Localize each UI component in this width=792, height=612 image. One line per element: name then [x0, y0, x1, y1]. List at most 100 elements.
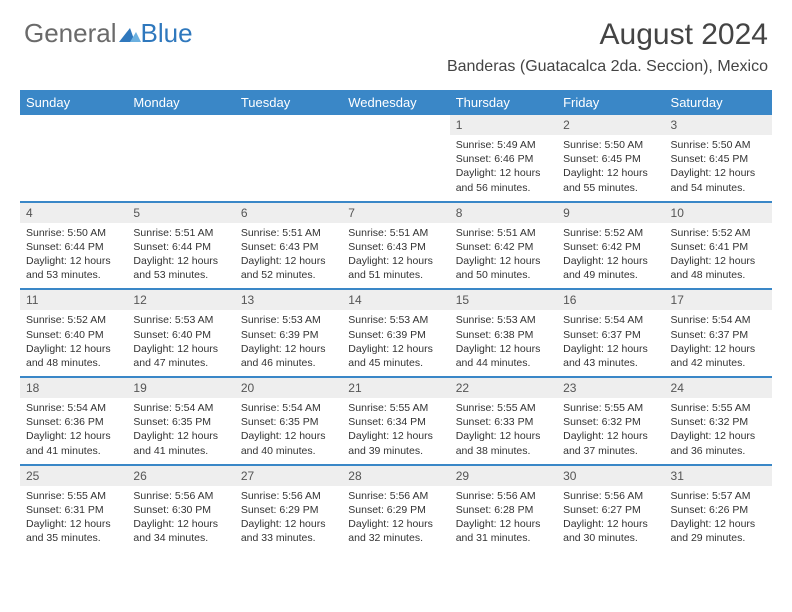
day-detail-cell [235, 135, 342, 202]
weekday-header: Tuesday [235, 90, 342, 115]
day-number-cell: 25 [20, 465, 127, 486]
daylight2-text: and 29 minutes. [671, 531, 766, 545]
daylight1-text: Daylight: 12 hours [563, 166, 658, 180]
sunset-text: Sunset: 6:33 PM [456, 415, 551, 429]
day-number-cell: 22 [450, 377, 557, 398]
day-number-cell: 14 [342, 289, 449, 310]
day-number-cell: 11 [20, 289, 127, 310]
daylight2-text: and 48 minutes. [671, 268, 766, 282]
daylight2-text: and 35 minutes. [26, 531, 121, 545]
weekday-header: Saturday [665, 90, 772, 115]
daylight2-text: and 49 minutes. [563, 268, 658, 282]
daylight1-text: Daylight: 12 hours [348, 429, 443, 443]
day-detail-cell: Sunrise: 5:52 AMSunset: 6:41 PMDaylight:… [665, 223, 772, 290]
sunrise-text: Sunrise: 5:55 AM [671, 401, 766, 415]
day-number-cell: 2 [557, 115, 664, 135]
logo-text-general: General [24, 18, 117, 49]
day-detail-cell: Sunrise: 5:55 AMSunset: 6:31 PMDaylight:… [20, 486, 127, 552]
day-number-row: 11121314151617 [20, 289, 772, 310]
daylight1-text: Daylight: 12 hours [563, 342, 658, 356]
daylight2-text: and 38 minutes. [456, 444, 551, 458]
daylight1-text: Daylight: 12 hours [456, 342, 551, 356]
sunrise-text: Sunrise: 5:51 AM [456, 226, 551, 240]
sunset-text: Sunset: 6:44 PM [26, 240, 121, 254]
daylight2-text: and 52 minutes. [241, 268, 336, 282]
sunset-text: Sunset: 6:30 PM [133, 503, 228, 517]
sunset-text: Sunset: 6:29 PM [241, 503, 336, 517]
daylight2-text: and 41 minutes. [26, 444, 121, 458]
sunset-text: Sunset: 6:44 PM [133, 240, 228, 254]
day-number-row: 18192021222324 [20, 377, 772, 398]
sunset-text: Sunset: 6:45 PM [563, 152, 658, 166]
daylight2-text: and 47 minutes. [133, 356, 228, 370]
daylight2-text: and 42 minutes. [671, 356, 766, 370]
daylight1-text: Daylight: 12 hours [348, 342, 443, 356]
day-number-cell [235, 115, 342, 135]
day-detail-cell: Sunrise: 5:52 AMSunset: 6:40 PMDaylight:… [20, 310, 127, 377]
day-detail-cell: Sunrise: 5:50 AMSunset: 6:45 PMDaylight:… [557, 135, 664, 202]
daylight1-text: Daylight: 12 hours [456, 429, 551, 443]
daylight2-text: and 36 minutes. [671, 444, 766, 458]
daylight1-text: Daylight: 12 hours [456, 254, 551, 268]
sunrise-text: Sunrise: 5:57 AM [671, 489, 766, 503]
daylight1-text: Daylight: 12 hours [456, 166, 551, 180]
sunrise-text: Sunrise: 5:50 AM [671, 138, 766, 152]
day-detail-cell [20, 135, 127, 202]
day-detail-cell: Sunrise: 5:56 AMSunset: 6:28 PMDaylight:… [450, 486, 557, 552]
daylight1-text: Daylight: 12 hours [26, 342, 121, 356]
day-number-cell: 29 [450, 465, 557, 486]
sunrise-text: Sunrise: 5:54 AM [26, 401, 121, 415]
sunrise-text: Sunrise: 5:50 AM [26, 226, 121, 240]
daylight1-text: Daylight: 12 hours [241, 517, 336, 531]
day-detail-cell: Sunrise: 5:55 AMSunset: 6:34 PMDaylight:… [342, 398, 449, 465]
sunset-text: Sunset: 6:32 PM [671, 415, 766, 429]
day-detail-cell: Sunrise: 5:53 AMSunset: 6:39 PMDaylight:… [235, 310, 342, 377]
sunset-text: Sunset: 6:42 PM [563, 240, 658, 254]
sunset-text: Sunset: 6:28 PM [456, 503, 551, 517]
sunrise-text: Sunrise: 5:54 AM [671, 313, 766, 327]
day-detail-cell: Sunrise: 5:51 AMSunset: 6:42 PMDaylight:… [450, 223, 557, 290]
day-number-cell: 31 [665, 465, 772, 486]
day-number-cell: 6 [235, 202, 342, 223]
day-number-cell: 16 [557, 289, 664, 310]
daylight2-text: and 45 minutes. [348, 356, 443, 370]
sunset-text: Sunset: 6:35 PM [133, 415, 228, 429]
daylight2-text: and 31 minutes. [456, 531, 551, 545]
day-detail-cell [342, 135, 449, 202]
day-detail-row: Sunrise: 5:50 AMSunset: 6:44 PMDaylight:… [20, 223, 772, 290]
daylight1-text: Daylight: 12 hours [671, 342, 766, 356]
title-block: August 2024 Banderas (Guatacalca 2da. Se… [447, 18, 768, 76]
day-number-cell [127, 115, 234, 135]
day-number-cell: 1 [450, 115, 557, 135]
sunset-text: Sunset: 6:40 PM [26, 328, 121, 342]
daylight2-text: and 43 minutes. [563, 356, 658, 370]
day-detail-cell: Sunrise: 5:54 AMSunset: 6:35 PMDaylight:… [235, 398, 342, 465]
calendar-table: Sunday Monday Tuesday Wednesday Thursday… [20, 90, 772, 551]
daylight1-text: Daylight: 12 hours [241, 254, 336, 268]
day-number-cell: 5 [127, 202, 234, 223]
sunrise-text: Sunrise: 5:54 AM [241, 401, 336, 415]
day-number-cell [342, 115, 449, 135]
daylight2-text: and 37 minutes. [563, 444, 658, 458]
logo: General Blue [24, 18, 193, 49]
sunrise-text: Sunrise: 5:50 AM [563, 138, 658, 152]
day-detail-cell: Sunrise: 5:56 AMSunset: 6:30 PMDaylight:… [127, 486, 234, 552]
month-title: August 2024 [447, 18, 768, 52]
day-detail-cell [127, 135, 234, 202]
day-detail-cell: Sunrise: 5:50 AMSunset: 6:44 PMDaylight:… [20, 223, 127, 290]
day-detail-cell: Sunrise: 5:53 AMSunset: 6:38 PMDaylight:… [450, 310, 557, 377]
sunrise-text: Sunrise: 5:52 AM [671, 226, 766, 240]
sunrise-text: Sunrise: 5:49 AM [456, 138, 551, 152]
day-number-cell: 4 [20, 202, 127, 223]
day-detail-row: Sunrise: 5:55 AMSunset: 6:31 PMDaylight:… [20, 486, 772, 552]
daylight2-text: and 34 minutes. [133, 531, 228, 545]
sunset-text: Sunset: 6:38 PM [456, 328, 551, 342]
daylight2-text: and 51 minutes. [348, 268, 443, 282]
daylight2-text: and 54 minutes. [671, 181, 766, 195]
daylight1-text: Daylight: 12 hours [563, 254, 658, 268]
day-detail-cell: Sunrise: 5:57 AMSunset: 6:26 PMDaylight:… [665, 486, 772, 552]
day-detail-cell: Sunrise: 5:55 AMSunset: 6:32 PMDaylight:… [557, 398, 664, 465]
day-detail-cell: Sunrise: 5:54 AMSunset: 6:35 PMDaylight:… [127, 398, 234, 465]
day-number-cell: 24 [665, 377, 772, 398]
weekday-header: Friday [557, 90, 664, 115]
